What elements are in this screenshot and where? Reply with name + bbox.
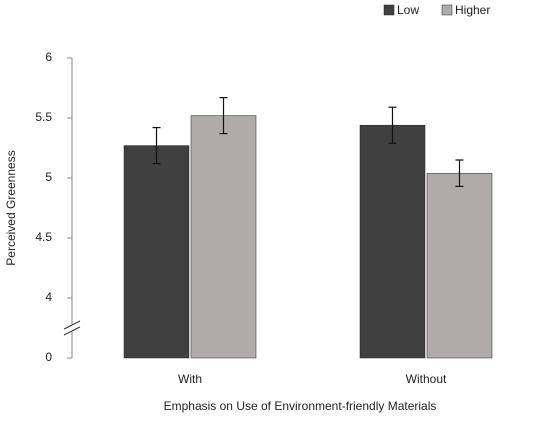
- bar: [190, 115, 257, 359]
- x-tick-label: With: [178, 372, 202, 386]
- y-tick-label: 5: [45, 170, 52, 184]
- legend-swatch: [441, 4, 453, 16]
- axis-break: [63, 320, 81, 330]
- x-axis-label: Emphasis on Use of Environment-friendly …: [164, 399, 437, 413]
- y-tick-label: 6: [45, 50, 52, 64]
- legend-swatch: [383, 4, 395, 16]
- y-axis-label: Perceived Greenness: [4, 150, 18, 265]
- bar: [123, 145, 190, 359]
- y-tick-label: 4.5: [35, 230, 52, 244]
- y-tick-label: 0: [45, 350, 52, 364]
- axis-break: [63, 326, 81, 336]
- y-tick-label: 5.5: [35, 110, 52, 124]
- x-tick-label: Without: [406, 372, 447, 386]
- axis-break-gap: [64, 324, 80, 332]
- bar: [426, 172, 493, 359]
- y-tick-label: 4: [45, 290, 52, 304]
- legend-label: Low: [397, 3, 419, 17]
- legend-label: Higher: [455, 3, 490, 17]
- bar: [359, 124, 426, 359]
